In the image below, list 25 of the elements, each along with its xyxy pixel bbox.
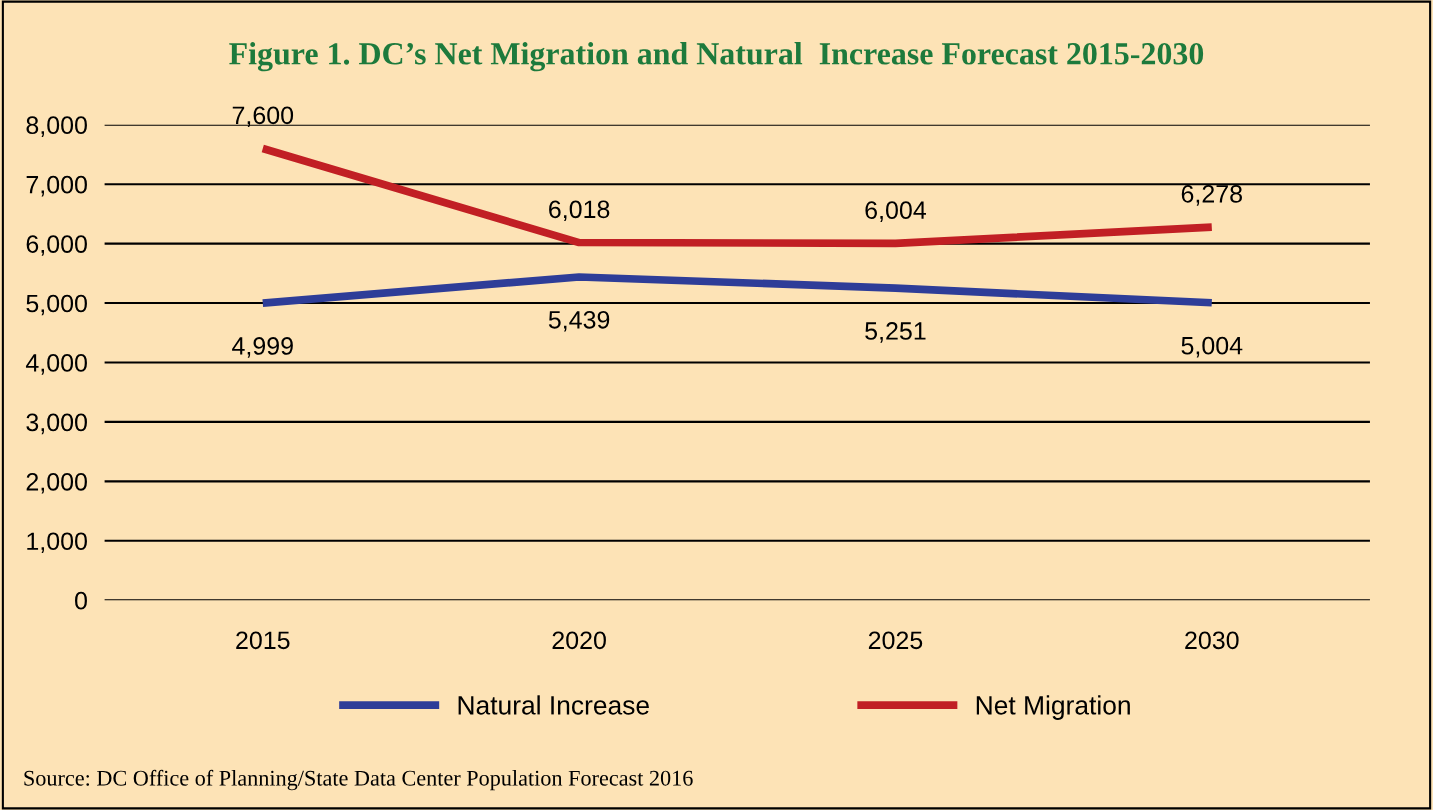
source-note: Source: DC Office of Planning/State Data Center Population Forecast 2016 — [24, 769, 693, 791]
legend-label: Natural Increase — [458, 695, 649, 715]
data-label: 4,999 — [232, 337, 293, 358]
data-label: 6,278 — [1181, 185, 1242, 206]
x-tick-label: 2025 — [868, 631, 923, 650]
y-tick-label: 1,000 — [27, 532, 87, 554]
y-tick-label: 4,000 — [25, 354, 87, 375]
data-label: 6,004 — [865, 201, 926, 222]
y-tick-label: 0 — [75, 591, 87, 610]
y-tick-label: 2,000 — [26, 472, 87, 494]
y-tick-label: 6,000 — [26, 235, 87, 256]
data-label: 5,439 — [548, 310, 610, 332]
legend-label: Net Migration — [976, 695, 1130, 720]
x-tick-label: 2015 — [236, 631, 290, 650]
data-label: 7,600 — [232, 106, 294, 128]
x-tick-label: 2020 — [552, 631, 606, 650]
data-label: 5,004 — [1181, 336, 1243, 358]
data-label: 5,251 — [865, 322, 926, 343]
y-tick-label: 5,000 — [26, 294, 87, 316]
y-tick-label: 8,000 — [26, 116, 87, 137]
chart-title: Figure 1. DC’s Net Migration and Natural Increase Forecast 2015-2030 — [229, 42, 1204, 72]
y-tick-label: 3,000 — [26, 413, 87, 435]
x-tick-label: 2030 — [1185, 631, 1239, 650]
y-tick-label: 7,000 — [26, 175, 87, 197]
data-label: 6,018 — [549, 200, 610, 222]
